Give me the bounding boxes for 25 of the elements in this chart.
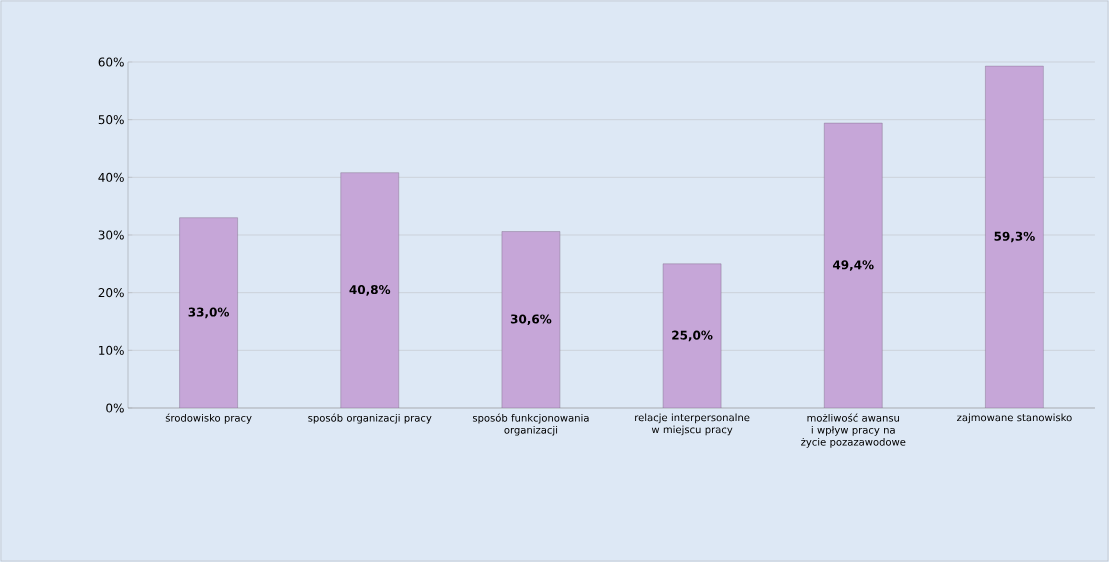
bar xyxy=(340,172,399,408)
y-tick-label: 30% xyxy=(98,230,124,240)
y-tick-label: 60% xyxy=(98,57,124,67)
bar xyxy=(985,65,1044,408)
y-tick-label: 0% xyxy=(106,403,124,413)
data-label: 59,3% xyxy=(994,231,1035,243)
bar xyxy=(501,231,561,408)
x-tick-label: zajmowane stanowisko xyxy=(957,413,1072,424)
x-tick-label: środowisko pracy xyxy=(165,413,252,424)
y-tick-label: 50% xyxy=(98,115,124,125)
data-label: 33,0% xyxy=(188,307,230,319)
x-tick-label: sposób organizacji pracy xyxy=(308,413,432,424)
bar xyxy=(662,263,722,408)
data-label: 40,8% xyxy=(349,285,391,296)
data-label: 25,0% xyxy=(672,330,713,342)
data-label: 49,4% xyxy=(832,260,874,271)
y-tick-label: 20% xyxy=(98,288,124,298)
bar xyxy=(824,122,883,408)
y-tick-label: 10% xyxy=(99,345,124,355)
bar xyxy=(179,217,238,408)
x-tick-label: możliwość awansu i wpływ pracy na życie pozazawodowe xyxy=(801,413,906,448)
y-tick-label: 40% xyxy=(98,172,124,182)
x-tick-label: relacje interpersonalne w miejscu pracy xyxy=(635,413,750,436)
x-tick-label: sposób funkcjonowania organizacji xyxy=(472,413,589,436)
data-label: 30,6% xyxy=(510,314,552,326)
